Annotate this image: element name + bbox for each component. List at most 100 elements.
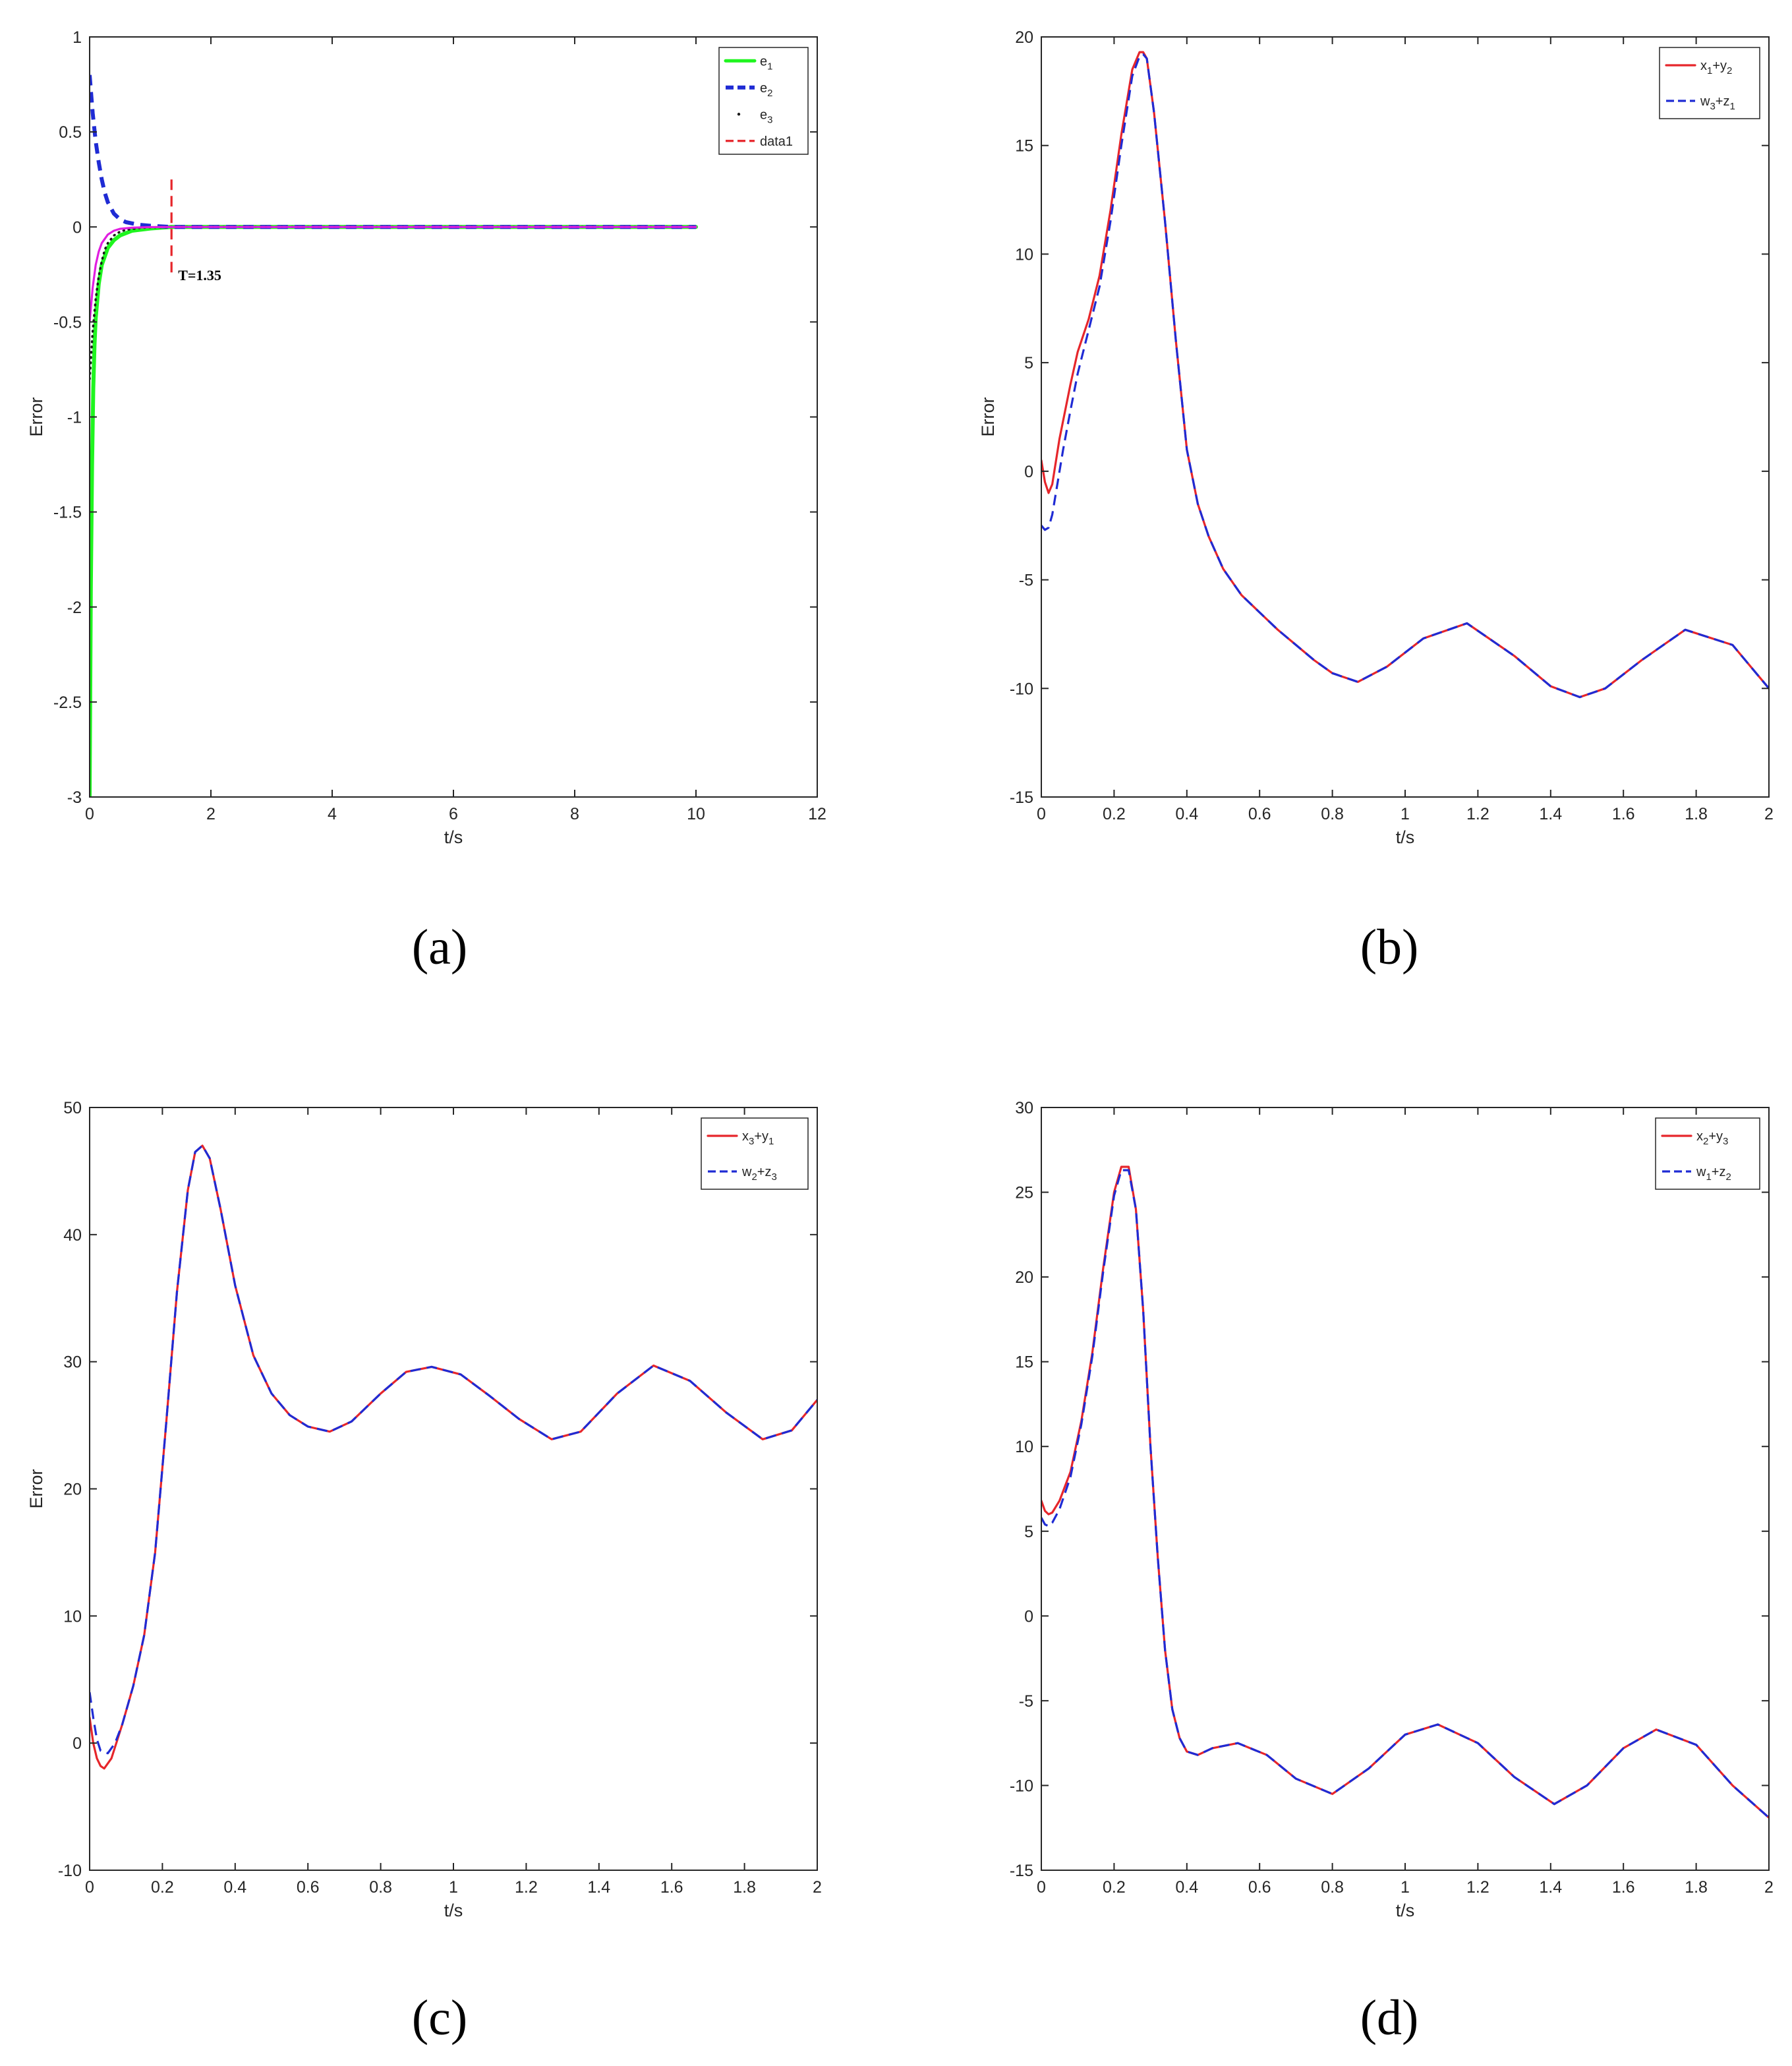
- x-tick-label: 1.6: [660, 1878, 683, 1897]
- x-axis-label: t/s: [1396, 827, 1415, 847]
- x-tick-label: 0.8: [369, 1878, 392, 1897]
- y-tick-label: 30: [63, 1353, 82, 1372]
- y-tick-label: -5: [1019, 1692, 1033, 1711]
- series-group: [1041, 1166, 1769, 1819]
- legend: e1 e2 e3 data1: [718, 47, 809, 155]
- x-tick-label: 10: [687, 805, 705, 823]
- y-tick-label: -10: [1010, 680, 1033, 698]
- caption-c: (c): [412, 1990, 467, 2046]
- y-tick-label: -15: [1010, 788, 1033, 807]
- y-tick-label: 10: [1015, 1438, 1033, 1456]
- legend-label-4: data1: [760, 134, 793, 149]
- legend-label-1: x1+y2: [1700, 59, 1732, 76]
- legend-swatch-3: [737, 113, 741, 116]
- x-axis-label: t/s: [444, 827, 463, 847]
- chart-panel-3: 0 0.2 0.4 0.6 0.8 1 1.2 1.4 1.6 1.8 2-100102030405…: [26, 1099, 822, 1920]
- y-tick-label: -5: [1019, 572, 1033, 590]
- x-axis-label: t/s: [1396, 1901, 1415, 1920]
- legend-label-1: x2+y3: [1696, 1129, 1728, 1147]
- series-group: [90, 1144, 817, 1770]
- y-axis-label: Error: [26, 1469, 46, 1508]
- y-tick-label: 0: [1024, 463, 1033, 481]
- x-tick-label: 0: [85, 1878, 94, 1897]
- x-tick-label: 0.6: [297, 1878, 320, 1897]
- x-tick-label: 1.6: [1612, 805, 1635, 823]
- caption-b: (b): [1360, 920, 1419, 975]
- x-tick-label: 0.8: [1321, 805, 1344, 823]
- series-line-w1z2-1: [1041, 1169, 1769, 1819]
- y-tick-label: 5: [1024, 354, 1033, 372]
- y-tick-label: 20: [1015, 1268, 1033, 1287]
- x-tick-label: 12: [808, 805, 826, 823]
- series-line-w3z1-1: [1041, 53, 1769, 699]
- x-tick-label: 1.2: [515, 1878, 538, 1897]
- x-tick-label: 0.8: [1321, 1878, 1344, 1897]
- x-tick-label: 0.2: [151, 1878, 174, 1897]
- y-tick-label: 20: [63, 1481, 82, 1499]
- y-tick-label: 10: [1015, 245, 1033, 264]
- legend-box: [1655, 1117, 1760, 1190]
- y-tick-label: -10: [58, 1862, 82, 1880]
- y-tick-label: 5: [1024, 1523, 1033, 1541]
- x-tick-label: 2: [1764, 1878, 1774, 1897]
- y-tick-label: 25: [1015, 1184, 1033, 1202]
- chart-panel-4: 0 0.2 0.4 0.6 0.8 1 1.2 1.4 1.6 1.8 2 -15 -10 -5 0 5 10 1…: [1010, 1099, 1774, 1920]
- x-tick-label: 1.4: [1539, 1878, 1562, 1897]
- x-tick-label: 2: [1764, 805, 1774, 823]
- legend-label-3: e3: [760, 107, 772, 125]
- x-tick-label: 0.2: [1103, 1878, 1126, 1897]
- x-tick-label: 2: [813, 1878, 822, 1897]
- x-tick-label: 0: [85, 805, 94, 823]
- caption-d: (d): [1360, 1990, 1419, 2046]
- x-tick-label: 2: [206, 805, 216, 823]
- y-tick-label: -2: [67, 599, 82, 617]
- x-tick-label: 1.4: [587, 1878, 610, 1897]
- series-group: [90, 74, 698, 797]
- y-tick-label: 20: [1015, 28, 1033, 47]
- x-tick-label: 1.4: [1539, 805, 1562, 823]
- y-tick-label: 0: [1024, 1607, 1033, 1626]
- y-tick-label: 10: [63, 1607, 82, 1626]
- x-tick-label: 1: [449, 1878, 458, 1897]
- legend-box: [701, 1117, 809, 1190]
- y-tick-label: 30: [1015, 1099, 1033, 1117]
- legend-label-1: x3+y1: [742, 1129, 774, 1147]
- x-axis-label: t/s: [444, 1901, 463, 1920]
- y-tick-label: 15: [1015, 1353, 1033, 1372]
- legend: x1+y2 w3+z1: [1659, 47, 1760, 119]
- y-tick-label: -3: [67, 788, 82, 807]
- legend-box: [1659, 47, 1760, 119]
- x-tick-label: 1.2: [1466, 805, 1489, 823]
- series-group: [1041, 51, 1769, 699]
- y-tick-label: -2.5: [53, 694, 82, 712]
- y-tick-label: 50: [63, 1099, 82, 1117]
- y-tick-label: 0: [72, 218, 82, 237]
- y-tick-label: -15: [1010, 1862, 1033, 1880]
- x-tick-label: 0.2: [1103, 805, 1126, 823]
- y-tick-label: -10: [1010, 1777, 1033, 1795]
- chart-panel-1: 0 2 4 6 8 10 12 -3 -2.5 -2 -1.5 -1 -0.5 0 0.5 1 t/s Error…: [26, 28, 826, 847]
- series-line-e3-3: [90, 225, 697, 323]
- legend-label-2: w3+z1: [1700, 94, 1735, 112]
- x-tick-label: 4: [328, 805, 337, 823]
- y-axis-label: Error: [26, 397, 46, 436]
- y-tick-label: 0: [72, 1734, 82, 1753]
- caption-a: (a): [412, 920, 467, 975]
- x-tick-label: 0.4: [223, 1878, 246, 1897]
- x-tick-label: 8: [570, 805, 579, 823]
- legend-box: [718, 47, 809, 155]
- y-tick-label: 1: [72, 28, 82, 47]
- y-tick-label: -0.5: [53, 313, 82, 332]
- x-tick-label: 0.4: [1175, 1878, 1198, 1897]
- x-tick-label: 1.8: [1685, 1878, 1708, 1897]
- x-tick-label: 1.6: [1612, 1878, 1635, 1897]
- x-tick-label: 6: [449, 805, 458, 823]
- series-line-w2z3-1: [90, 1144, 817, 1755]
- series-line-e3-2: [90, 225, 697, 380]
- y-tick-label: 40: [63, 1226, 82, 1245]
- y-tick-label: 15: [1015, 137, 1033, 156]
- x-tick-label: 1.8: [733, 1878, 756, 1897]
- x-tick-label: 0: [1037, 805, 1046, 823]
